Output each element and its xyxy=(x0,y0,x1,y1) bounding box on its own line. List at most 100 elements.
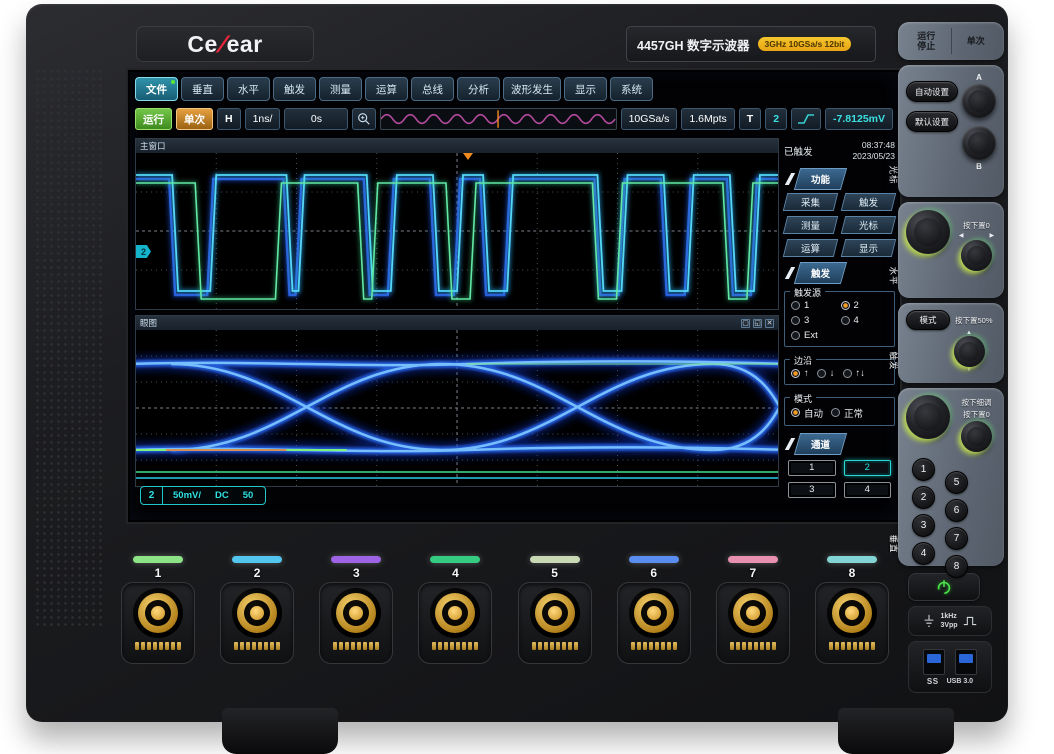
cursor-section-label: 光标 xyxy=(888,165,899,185)
hard-channel-2-button[interactable]: 2 xyxy=(912,486,935,509)
horizontal-position-knob[interactable] xyxy=(961,240,992,271)
trigger-position-marker[interactable] xyxy=(463,153,474,160)
source-option-3[interactable]: 3 xyxy=(791,315,839,326)
touchscreen: 文件 垂直 水平 触发 测量 运算 总线 分析 波形发生 显示 系统 运行 单次… xyxy=(128,70,900,522)
screen-channel-4-button[interactable]: 4 xyxy=(843,481,891,498)
multipurpose-knob-b[interactable] xyxy=(962,126,996,160)
source-option-4[interactable]: 4 xyxy=(840,315,889,326)
vent-grille xyxy=(34,68,106,628)
menu-display[interactable]: 显示 xyxy=(564,77,607,101)
source-option-1[interactable]: 1 xyxy=(791,300,839,311)
trigger-source-indicator[interactable]: 2 xyxy=(765,108,788,130)
radio-selected-icon xyxy=(840,300,850,310)
logo-text-pre: Ce xyxy=(187,30,218,57)
window-minimize-icon[interactable]: ▢ xyxy=(741,318,750,328)
menu-bar: 文件 垂直 水平 触发 测量 运算 总线 分析 波形发生 显示 系统 xyxy=(135,77,893,101)
menu-vertical[interactable]: 垂直 xyxy=(181,77,224,101)
window-close-icon[interactable]: ✕ xyxy=(765,318,774,328)
zoom-button[interactable] xyxy=(352,108,377,130)
single-hard-button[interactable]: 单次 xyxy=(966,35,985,46)
menu-measure[interactable]: 测量 xyxy=(319,77,362,101)
menu-wavegen[interactable]: 波形发生 xyxy=(503,77,561,101)
trigger-level-value[interactable]: -7.8125mV xyxy=(825,108,893,130)
func-trigger-button[interactable]: 触发 xyxy=(840,192,897,211)
divider xyxy=(950,28,952,54)
menu-system[interactable]: 系统 xyxy=(610,77,653,101)
func-display-button[interactable]: 显示 xyxy=(840,238,897,257)
eye-diagram-window: 眼图 ▢ ◱ ✕ xyxy=(135,315,779,487)
channel-badge[interactable]: 2 50mV/ DC 50 xyxy=(140,486,267,505)
stand-foot-left xyxy=(222,708,338,754)
vertical-scale-knob[interactable] xyxy=(906,395,950,439)
auto-setup-button[interactable]: 自动设置 xyxy=(906,81,958,102)
radio-icon xyxy=(791,300,800,310)
waveform-preview-strip[interactable] xyxy=(380,108,617,130)
source-option-2[interactable]: 2 xyxy=(840,300,889,311)
channel-coupling: DC xyxy=(215,490,229,501)
menu-math[interactable]: 运算 xyxy=(365,77,408,101)
mode-auto-option[interactable]: 自动 xyxy=(791,406,823,420)
menu-file[interactable]: 文件 xyxy=(135,77,178,101)
main-window-title: 主窗口 xyxy=(140,141,166,151)
header-slash-icon xyxy=(784,173,796,186)
menu-analyze[interactable]: 分析 xyxy=(457,77,500,101)
power-button[interactable] xyxy=(908,573,980,601)
default-setup-button[interactable]: 默认设置 xyxy=(906,111,958,132)
hard-channel-3-button[interactable]: 3 xyxy=(912,514,935,537)
eye-window-titlebar[interactable]: 眼图 ▢ ◱ ✕ xyxy=(136,316,778,330)
timebase-offset[interactable]: 0s xyxy=(284,108,349,130)
run-button[interactable]: 运行 xyxy=(135,108,172,130)
arrow-right-icon: ▶ xyxy=(989,233,995,239)
channel-8-color-bar xyxy=(826,556,877,563)
timebase-scale[interactable]: 1ns/ xyxy=(244,108,281,130)
hard-channel-7-button[interactable]: 7 xyxy=(945,527,968,550)
screen-channel-3-button[interactable]: 3 xyxy=(788,481,836,498)
eye-diagram-graph[interactable] xyxy=(136,330,778,486)
hard-channel-6-button[interactable]: 6 xyxy=(945,499,968,522)
trigger-mode-button[interactable]: 模式 xyxy=(906,310,950,330)
trigger-edge-button[interactable] xyxy=(791,108,822,130)
arrow-down-icon: ▼ xyxy=(966,367,972,373)
trigger-section-header: 触发 xyxy=(782,262,897,285)
edge-rising-option[interactable]: ↑ xyxy=(791,368,809,379)
screen-channel-1-button[interactable]: 1 xyxy=(788,459,836,476)
vertical-position-knob[interactable] xyxy=(961,421,992,452)
usb-port-1[interactable] xyxy=(923,648,945,675)
waveform-display-area: 主窗口 xyxy=(135,138,779,492)
menu-bus[interactable]: 总线 xyxy=(411,77,454,101)
trigger-level-knob[interactable] xyxy=(953,336,985,367)
horizontal-scale-knob[interactable] xyxy=(906,210,950,254)
hard-channel-1-button[interactable]: 1 xyxy=(912,458,935,481)
radio-icon xyxy=(831,408,841,418)
connector-number: 7 xyxy=(749,566,757,580)
window-maximize-icon[interactable]: ◱ xyxy=(753,318,762,328)
vertical-zero-hint: 按下置0 xyxy=(963,410,990,419)
hard-channel-5-button[interactable]: 5 xyxy=(945,471,968,494)
edge-both-option[interactable]: ↑↓ xyxy=(842,368,865,379)
edge-falling-option[interactable]: ↓ xyxy=(816,368,835,379)
menu-horizontal[interactable]: 水平 xyxy=(227,77,270,101)
func-acquire-button[interactable]: 采集 xyxy=(782,192,839,211)
ground-icon xyxy=(925,614,934,627)
usb-port-2[interactable] xyxy=(955,648,977,675)
channel-level-marker[interactable]: 2 xyxy=(136,245,151,258)
mode-normal-option[interactable]: 正常 xyxy=(831,406,863,420)
func-math-button[interactable]: 运算 xyxy=(782,238,839,257)
func-measure-button[interactable]: 测量 xyxy=(782,215,839,234)
main-window-titlebar[interactable]: 主窗口 xyxy=(136,139,778,153)
radio-icon xyxy=(842,368,852,378)
main-waveform-graph[interactable]: 2 xyxy=(136,153,778,309)
bnc-connector-6: 6 xyxy=(610,556,698,696)
func-cursor-button[interactable]: 光标 xyxy=(840,215,897,234)
hard-channel-8-button[interactable]: 8 xyxy=(945,555,968,578)
trigger-section-label: 触发 xyxy=(888,351,899,371)
source-option-ext[interactable]: Ext xyxy=(791,330,839,341)
single-button[interactable]: 单次 xyxy=(176,108,213,130)
menu-trigger[interactable]: 触发 xyxy=(273,77,316,101)
radio-icon xyxy=(791,330,800,340)
hard-channel-4-button[interactable]: 4 xyxy=(912,542,935,565)
multipurpose-knob-a[interactable] xyxy=(962,84,996,118)
screen-channel-2-button[interactable]: 2 xyxy=(843,459,891,476)
header-slash-icon xyxy=(784,267,796,280)
run-stop-hard-button[interactable]: 运行 停止 xyxy=(917,30,936,51)
